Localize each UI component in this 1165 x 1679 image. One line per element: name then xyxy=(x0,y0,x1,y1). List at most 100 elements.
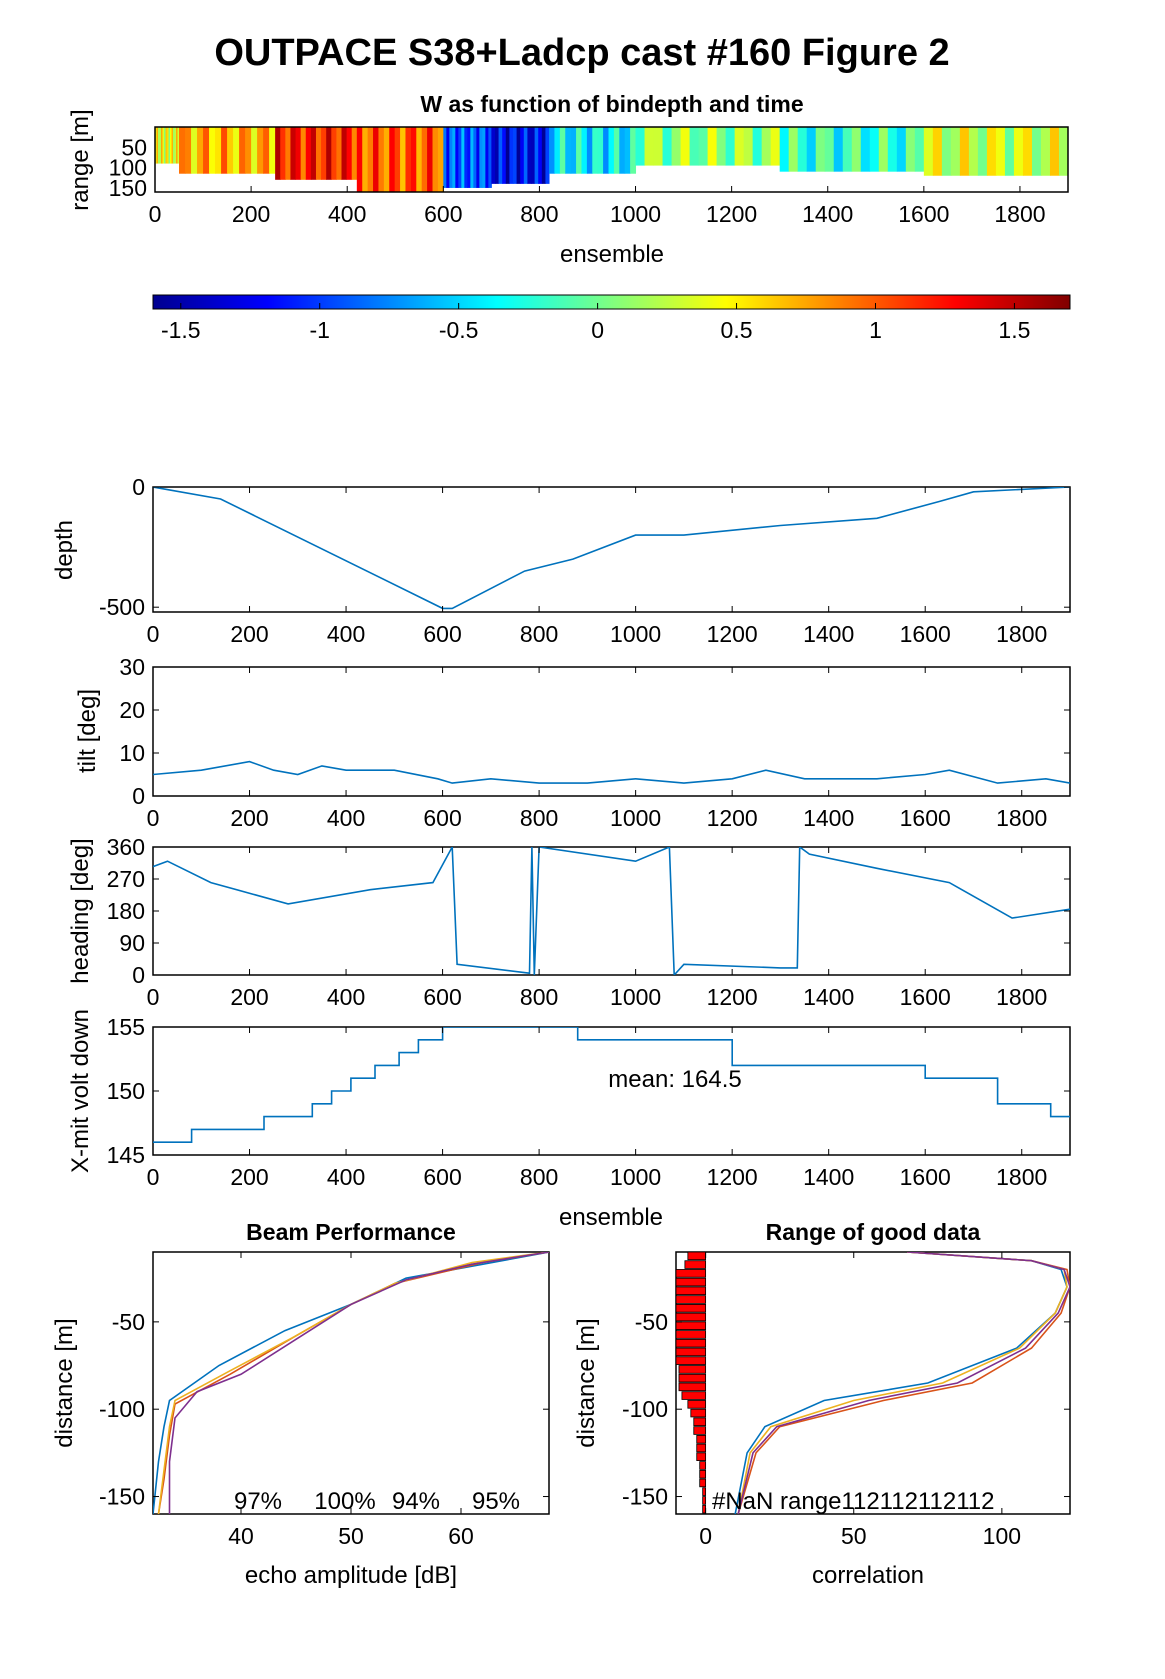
heatmap-cell xyxy=(449,127,453,188)
heatmap-cell xyxy=(869,127,880,172)
heatmap-cell xyxy=(977,127,988,176)
range_good_data-xtick-label: 0 xyxy=(699,1523,712,1549)
heatmap-cell xyxy=(534,127,539,184)
heatmap-cell xyxy=(1049,127,1060,176)
range_good_data-ytick-label: -50 xyxy=(635,1309,668,1335)
heatmap-xtick-label: 1200 xyxy=(706,201,757,227)
heading-series-line xyxy=(153,847,1070,975)
heatmap-cell xyxy=(541,127,546,184)
heatmap-cell xyxy=(373,127,379,192)
heatmap-cell xyxy=(158,127,161,164)
tilt-series-line xyxy=(153,760,1070,784)
heatmap-cell xyxy=(446,127,450,188)
heatmap-cell xyxy=(698,127,709,166)
heatmap-cell xyxy=(505,127,510,184)
heatmap-cell xyxy=(473,127,477,188)
heatmap-cell xyxy=(851,127,862,172)
heatmap-cell xyxy=(905,127,916,172)
depth-ytick-label: -500 xyxy=(99,594,145,620)
heatmap-cell xyxy=(1013,127,1024,176)
beam_performance-annotation: 94% xyxy=(392,1488,440,1515)
good-data-bar xyxy=(699,1461,707,1470)
good-data-bar xyxy=(676,1277,707,1287)
heatmap-cell xyxy=(1058,127,1069,176)
heatmap-cell xyxy=(586,127,593,174)
heatmap-cell xyxy=(378,127,385,192)
heatmap-cell xyxy=(383,127,390,192)
heatmap-cell xyxy=(554,127,561,174)
heatmap-cell xyxy=(603,127,609,174)
heatmap-cell xyxy=(878,127,889,172)
heading-ytick-label: 90 xyxy=(119,930,145,956)
tilt-ylabel: tilt [deg] xyxy=(74,689,101,773)
xmit_volt-xlabel: ensemble xyxy=(559,1204,663,1231)
heatmap-cell xyxy=(860,127,871,172)
range_good_data-ylabel: distance [m] xyxy=(573,1318,600,1447)
heatmap-cell xyxy=(1040,127,1051,176)
good-data-bar xyxy=(684,1260,707,1269)
heading-xtick-label: 1400 xyxy=(803,984,854,1010)
heatmap-cell xyxy=(305,127,312,180)
heatmap-cell xyxy=(482,127,486,188)
heatmap-cell xyxy=(470,127,474,188)
beam_performance-plot-area xyxy=(153,1252,549,1514)
heatmap-cell xyxy=(842,127,853,172)
beam_performance-ytick-label: -50 xyxy=(112,1309,145,1335)
heatmap-cell xyxy=(520,127,525,184)
heatmap-cell xyxy=(367,127,374,192)
heatmap-cell xyxy=(576,127,582,174)
heatmap-cell xyxy=(394,127,401,192)
heading-ytick-label: 180 xyxy=(107,898,145,924)
heatmap-cell xyxy=(251,127,258,174)
good-data-bar xyxy=(676,1321,707,1331)
range_good_data-title: Range of good data xyxy=(766,1219,981,1245)
good-data-bar xyxy=(678,1373,707,1383)
xmit_volt-xtick-label: 1600 xyxy=(900,1164,951,1190)
beam_performance-xtick-label: 50 xyxy=(338,1523,364,1549)
good-data-bar xyxy=(676,1338,707,1348)
beam_performance-ytick-label: -100 xyxy=(99,1396,145,1422)
heatmap-cell xyxy=(806,127,817,172)
tilt-xtick-label: 1200 xyxy=(707,805,758,831)
depth-xtick-label: 1200 xyxy=(707,621,758,647)
heatmap-cell xyxy=(315,127,322,180)
heatmap-cell xyxy=(635,127,646,166)
xmit_volt-ytick-label: 145 xyxy=(107,1142,145,1168)
heatmap-cell xyxy=(432,127,439,192)
heatmap-cell xyxy=(233,127,240,174)
heatmap-cell xyxy=(239,127,246,174)
good-data-bar xyxy=(687,1252,707,1261)
heatmap-cell xyxy=(516,127,521,184)
heatmap-cell xyxy=(452,127,456,188)
heatmap-cell xyxy=(168,127,171,164)
beam_performance-annotation: 97% xyxy=(234,1488,282,1515)
heatmap-xtick-label: 800 xyxy=(520,201,558,227)
good-data-bar xyxy=(702,1487,707,1496)
colorbar-tick-label: -0.5 xyxy=(439,317,479,343)
heatmap-cell xyxy=(1022,127,1033,176)
depth-xtick-label: 400 xyxy=(327,621,365,647)
good-data-bar xyxy=(696,1443,707,1453)
panel-beam_performance: 40 50 60 -50 -100 -150 distance [m] echo amplit… xyxy=(51,1219,550,1589)
heatmap-cell xyxy=(400,127,406,192)
depth-xtick-label: 1000 xyxy=(610,621,661,647)
heatmap-cell xyxy=(671,127,682,166)
heatmap-cell xyxy=(476,127,480,188)
heatmap-cell xyxy=(405,127,412,192)
heatmap-cell xyxy=(173,127,176,164)
colorbar-tick-label: 1 xyxy=(869,317,882,343)
tilt-xtick-label: 1800 xyxy=(996,805,1047,831)
xmit_volt-xtick-label: 200 xyxy=(230,1164,268,1190)
heatmap-cell xyxy=(165,127,168,164)
heatmap-cell xyxy=(491,127,496,184)
xmit_volt-frame xyxy=(152,1026,1071,1156)
heading-xtick-label: 200 xyxy=(230,984,268,1010)
beam_performance-series-line xyxy=(168,1252,549,1514)
xmit_volt-ylabel: X-mit volt down xyxy=(67,1009,94,1173)
xmit_volt-plot-area xyxy=(153,1027,1070,1143)
heatmap-cell xyxy=(285,127,291,180)
w-heatmap-frame xyxy=(154,126,1069,193)
good-data-bar xyxy=(678,1382,707,1392)
good-data-bar xyxy=(678,1365,707,1374)
tilt-xtick-label: 1400 xyxy=(803,805,854,831)
